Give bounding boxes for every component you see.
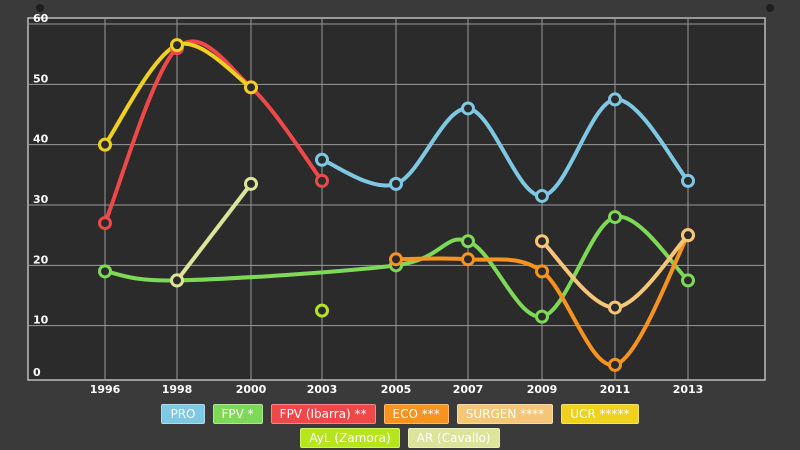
point-fpv-ibarra-1996 [98, 216, 112, 231]
legend-item-ayl-zamora[interactable]: AyL (Zamora) [300, 428, 400, 448]
point-ar-cavallo-2000 [244, 176, 258, 191]
corner-dot-right [766, 4, 774, 12]
legend-item-fpv-ibarra[interactable]: FPV (Ibarra) ** [270, 404, 376, 424]
x-tick-label-2007: 2007 [453, 383, 484, 396]
legend-item-fpv[interactable]: FPV * [212, 404, 263, 424]
point-surgen-2009 [535, 234, 549, 249]
point-ucr-1998 [170, 38, 184, 53]
legend-item-eco[interactable]: ECO *** [383, 404, 449, 424]
x-tick-label-2003: 2003 [307, 383, 338, 396]
point-ayl-zamora-2003 [315, 303, 329, 318]
y-tick-label-60: 60 [33, 12, 49, 25]
series-line-ar-cavallo [175, 181, 253, 283]
legend-item-pro[interactable]: PRO [161, 404, 205, 424]
legend-item-surgen[interactable]: SURGEN **** [456, 404, 554, 424]
point-fpv-ibarra-2003 [315, 173, 329, 188]
point-pro-2007 [461, 101, 475, 116]
point-fpv-2007 [461, 234, 475, 249]
x-tick-label-2009: 2009 [527, 383, 558, 396]
point-ucr-1996 [98, 137, 112, 152]
series-line-eco [394, 233, 690, 367]
y-tick-label-10: 10 [33, 314, 49, 327]
point-eco-2011 [608, 357, 622, 372]
x-tick-label-2011: 2011 [600, 383, 631, 396]
point-fpv-2009 [535, 309, 549, 324]
point-pro-2013 [681, 173, 695, 188]
point-eco-2009 [535, 264, 549, 279]
point-pro-2005 [389, 176, 403, 191]
corner-dot-left [36, 4, 44, 12]
point-surgen-2013 [681, 228, 695, 243]
y-tick-label-30: 30 [33, 193, 49, 206]
x-tick-label-1998: 1998 [162, 383, 193, 396]
legend-row-2: AyL (Zamora) AR (Cavallo) [0, 428, 800, 448]
series-line-fpv-ibarra [103, 39, 324, 226]
point-pro-2011 [608, 92, 622, 107]
legend-item-ar-cavallo[interactable]: AR (Cavallo) [407, 428, 500, 448]
point-fpv-2011 [608, 210, 622, 225]
y-tick-label-50: 50 [33, 72, 49, 85]
line-chart: 0 10 20 30 40 50 60 1996 1998 2000 2003 2005 2007 200… [27, 12, 766, 396]
point-surgen-2011 [608, 300, 622, 315]
y-tick-label-20: 20 [33, 253, 49, 266]
y-tick-label-40: 40 [33, 133, 49, 146]
point-ucr-2000 [244, 80, 258, 95]
point-eco-2005 [389, 252, 403, 267]
point-fpv-1996 [98, 264, 112, 279]
point-ar-cavallo-1998 [170, 273, 184, 288]
legend-row-1: PRO FPV * FPV (Ibarra) ** ECO *** SURGEN ***… [0, 404, 800, 424]
x-tick-label-2013: 2013 [673, 383, 704, 396]
y-tick-label-0: 0 [33, 366, 41, 379]
point-pro-2003 [315, 152, 329, 167]
point-pro-2009 [535, 188, 549, 203]
x-tick-label-1996: 1996 [90, 383, 121, 396]
point-fpv-2013 [681, 273, 695, 288]
x-tick-label-2005: 2005 [381, 383, 412, 396]
legend-item-ucr[interactable]: UCR ***** [561, 404, 639, 424]
point-eco-2007 [461, 252, 475, 267]
x-tick-label-2000: 2000 [236, 383, 267, 396]
